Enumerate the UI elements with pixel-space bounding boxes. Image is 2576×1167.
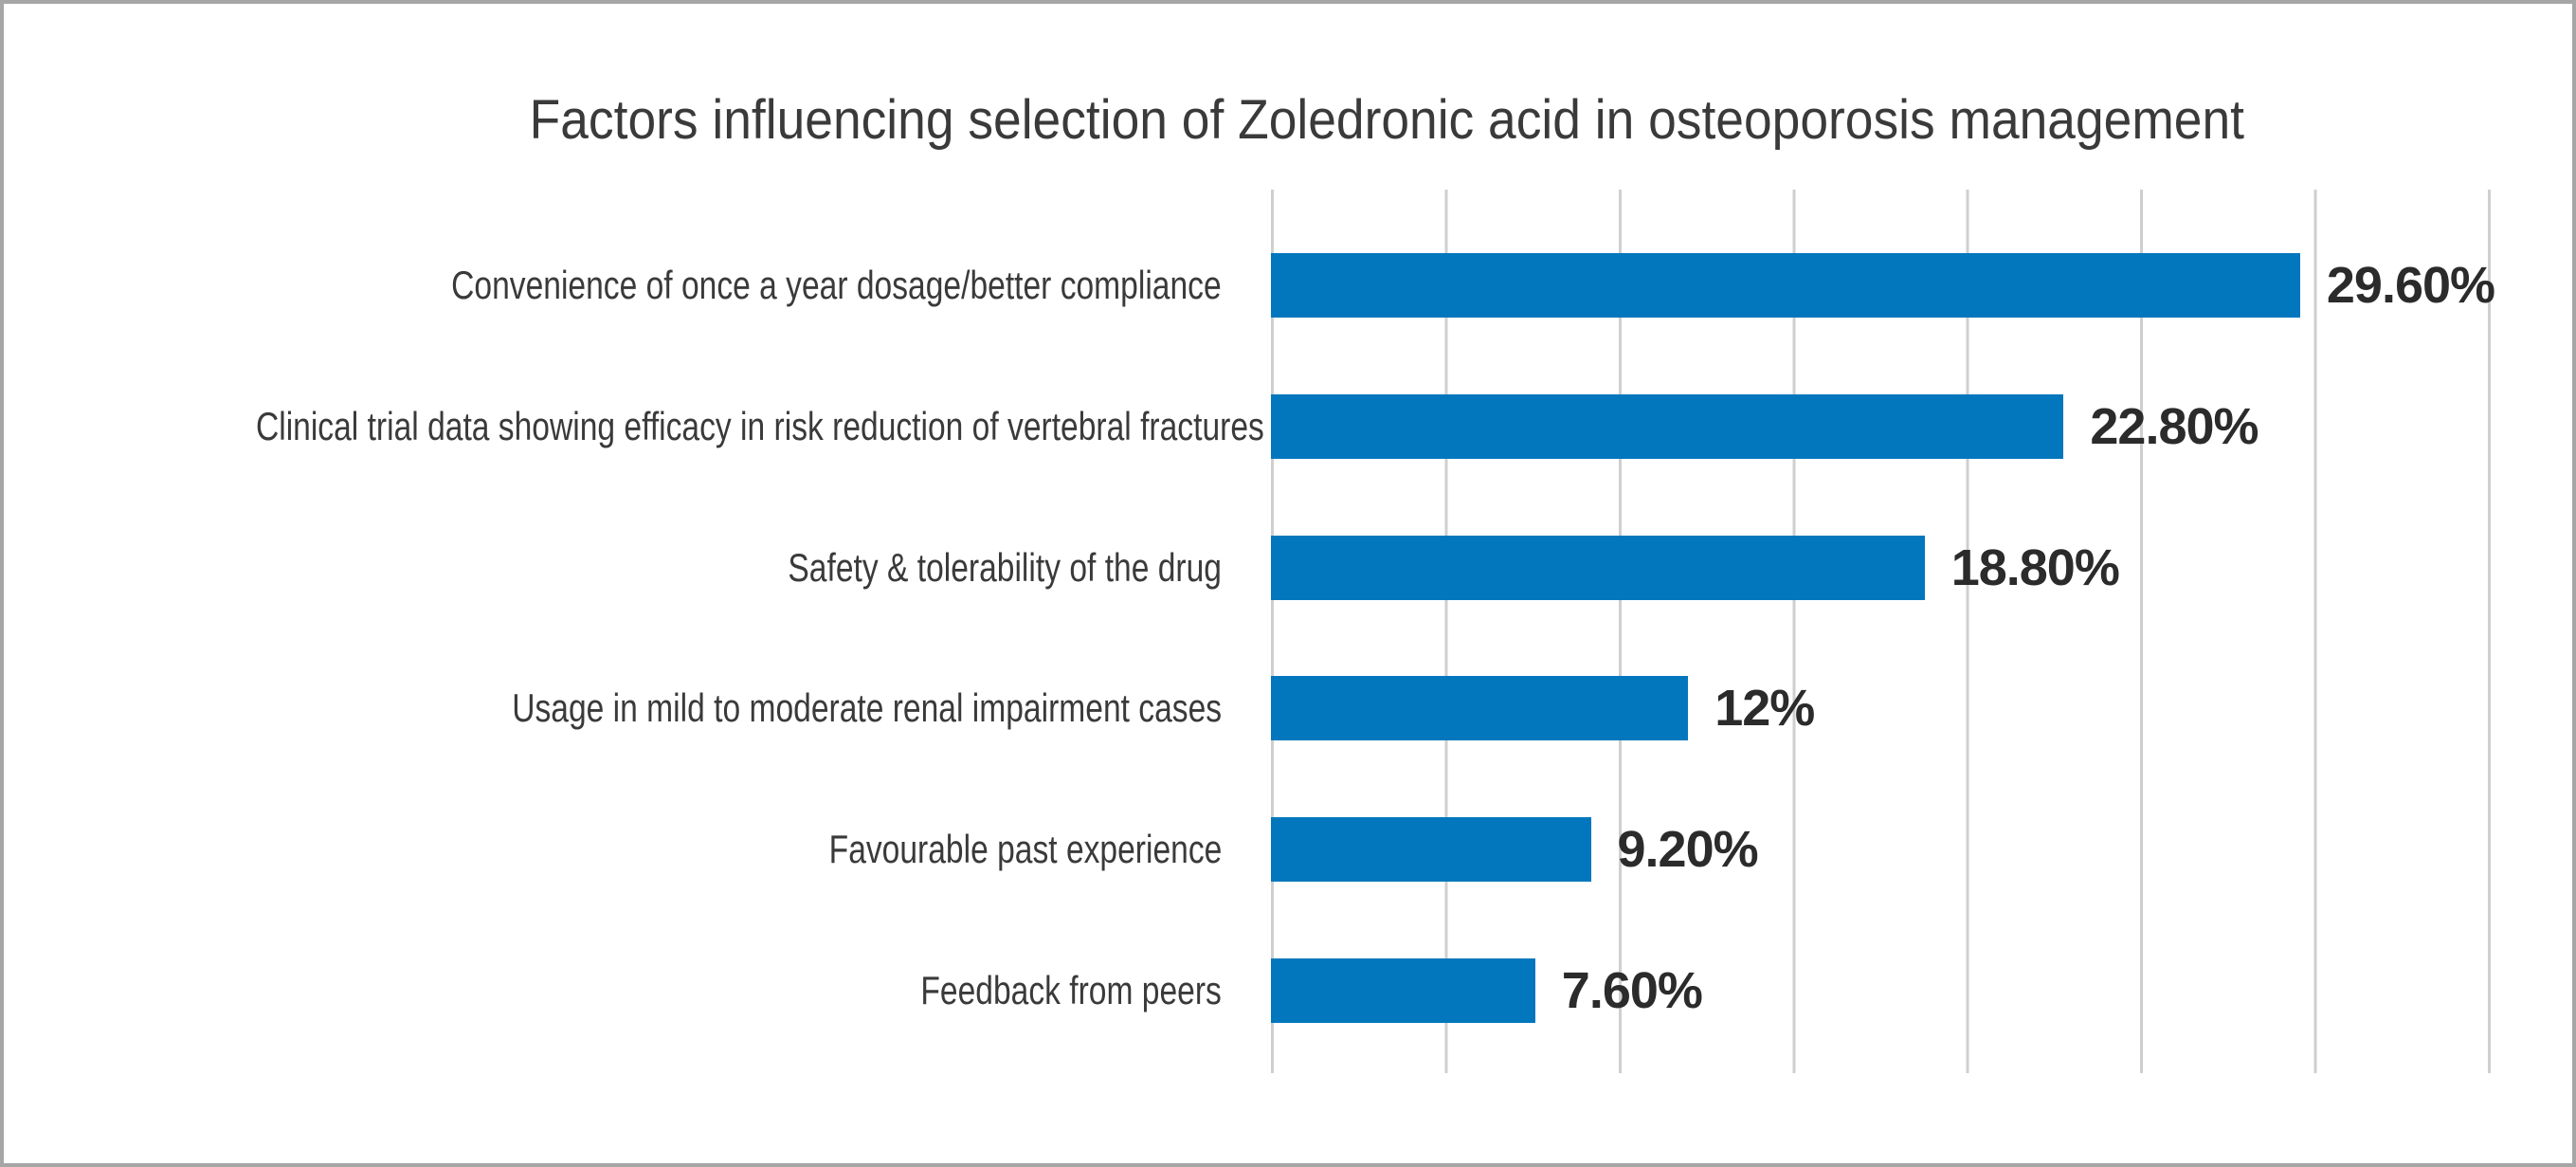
category-label-text: Usage in mild to moderate renal impairme… xyxy=(512,685,1222,731)
bar xyxy=(1271,957,1535,1023)
bar-row: Usage in mild to moderate renal impairme… xyxy=(4,638,2572,779)
category-label-text: Safety & tolerability of the drug xyxy=(788,544,1222,590)
bar xyxy=(1271,676,1689,741)
bar xyxy=(1271,817,1591,883)
value-label: 12% xyxy=(1714,680,1815,738)
bar-rows: Convenience of once a year dosage/better… xyxy=(4,215,2572,1061)
plot-gridlines xyxy=(1271,190,2491,1073)
bar-row: Clinical trial data showing efficacy in … xyxy=(4,356,2572,498)
category-label-text: Feedback from peers xyxy=(920,967,1222,1012)
category-label: Clinical trial data showing efficacy in … xyxy=(4,404,1271,449)
category-label: Safety & tolerability of the drug xyxy=(4,545,1271,591)
bar-row: Convenience of once a year dosage/better… xyxy=(4,215,2572,356)
category-label: Usage in mild to moderate renal impairme… xyxy=(4,685,1271,731)
value-label: 9.20% xyxy=(1617,821,1759,879)
bar-row: Feedback from peers 7.60% xyxy=(4,920,2572,1061)
category-label-text: Convenience of once a year dosage/better… xyxy=(451,263,1222,308)
bar xyxy=(1271,535,1925,600)
category-label: Convenience of once a year dosage/better… xyxy=(4,263,1271,308)
category-label: Feedback from peers xyxy=(4,968,1271,1013)
category-label: Favourable past experience xyxy=(4,827,1271,872)
bar xyxy=(1271,394,2064,459)
value-label: 7.60% xyxy=(1561,961,1703,1019)
bar xyxy=(1271,253,2300,319)
bar-row: Safety & tolerability of the drug 18.80% xyxy=(4,497,2572,638)
category-label-text: Clinical trial data showing efficacy in … xyxy=(255,404,1264,448)
chart-title-text: Factors influencing selection of Zoledro… xyxy=(529,89,2244,151)
value-label: 22.80% xyxy=(2090,398,2259,455)
value-label: 29.60% xyxy=(2326,257,2495,315)
chart-title: Factors influencing selection of Zoledro… xyxy=(4,89,2572,151)
bar-row: Favourable past experience 9.20% xyxy=(4,779,2572,921)
value-label: 18.80% xyxy=(1950,538,2120,596)
category-label-text: Favourable past experience xyxy=(828,827,1222,872)
